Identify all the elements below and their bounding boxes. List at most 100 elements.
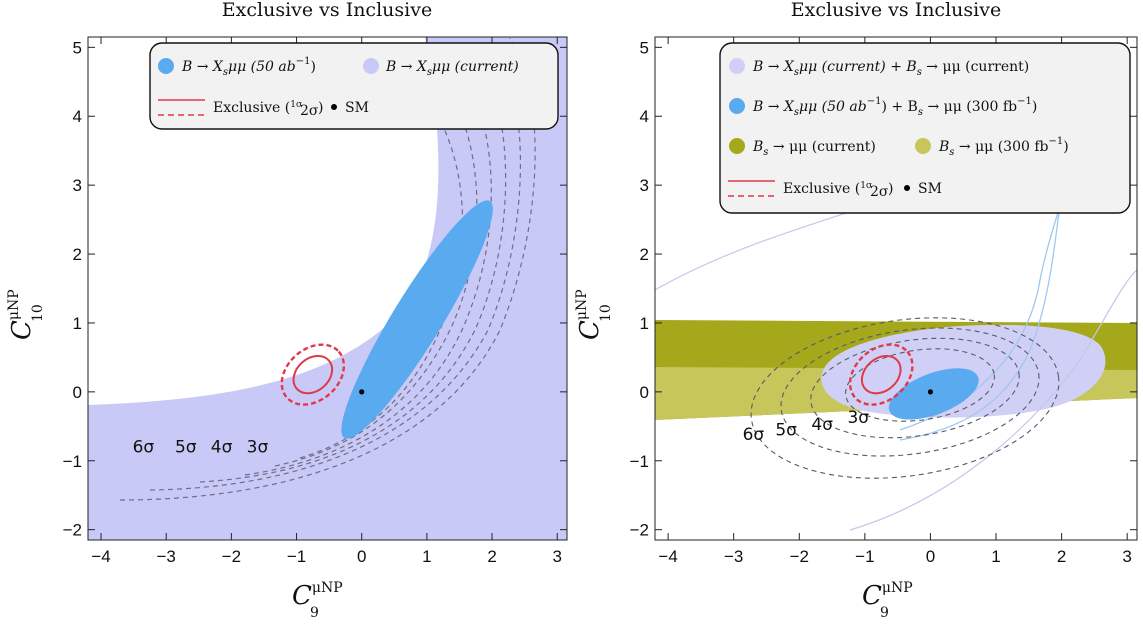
x-tick-label: −3 [724, 547, 743, 566]
legend-dot-bs-300 [915, 138, 931, 154]
svg-text:B → Xsμμ (current) + Bs → μμ (: B → Xsμμ (current) + Bs → μμ (current) [752, 59, 1029, 78]
ylabel-sup: μNP [6, 289, 22, 320]
legend-dot-comb-current [729, 58, 745, 74]
ylabel-sup-r: μNP [574, 289, 590, 320]
region-inclusive-50ab [341, 200, 493, 439]
xlabel-sup: μNP [312, 580, 343, 596]
r-leg-excl-1s: 1σ [860, 181, 872, 191]
left-legend: B → Xsμμ (50 ab−1) B → Xsμμ (current) Ex… [149, 42, 559, 130]
y-tick-label: 4 [640, 107, 649, 126]
sigma-label: 4σ [811, 415, 833, 435]
leg-excl-close: ) [318, 100, 323, 116]
y-tick-label: 2 [640, 245, 649, 264]
r-l4-sa: s [949, 147, 954, 158]
svg-text:CμNP: CμNP [6, 289, 37, 340]
left-title: Exclusive vs Inclusive [222, 0, 432, 21]
r-l3-b: → μμ (current) [768, 139, 875, 155]
x-tick-label: −2 [790, 547, 809, 566]
left-panel: Exclusive vs Inclusive 6σ 5σ 4σ 3σ − [6, 0, 568, 621]
y-tick-label: 4 [73, 107, 82, 126]
exclusive-2sigma [280, 343, 346, 406]
leg-l2-sub: s [427, 67, 432, 78]
r-l3-sa: s [763, 147, 768, 158]
x-tick-label: 0 [357, 547, 366, 566]
sm-point-right [927, 389, 934, 395]
svg-text:Exclusive (1σ: Exclusive (1σ [213, 100, 302, 116]
svg-text:Bs → μμ (300 fb−1): Bs → μμ (300 fb−1) [938, 136, 1069, 158]
left-sigma-labels: 6σ 5σ 4σ 3σ [133, 437, 269, 457]
legend-dot-comb-future [729, 98, 745, 114]
contour-5sigma [244, 79, 492, 476]
r-leg-excl-close: ) [888, 181, 893, 197]
exclusive-2sigma [848, 343, 914, 406]
leg-excl-1s: 1σ [290, 100, 302, 110]
right-sigma-labels: 6σ 5σ 4σ 3σ [743, 408, 870, 445]
ylabel-sub-r: 10 [598, 304, 614, 322]
contour-6sigma [199, 59, 507, 483]
x-tick-label: −4 [658, 547, 677, 566]
sm-point [359, 389, 365, 395]
r-l2-sb: s [918, 107, 923, 118]
left-plot-area [88, 37, 567, 540]
r-l1-sa: s [794, 67, 799, 78]
leg-excl: Exclusive ( [213, 100, 290, 116]
sigma-label: 3σ [247, 437, 269, 457]
svg-text:B → Xsμμ (50 ab−1) + Bs → μμ (: B → Xsμμ (50 ab−1) + Bs → μμ (300 fb−1) [752, 96, 1037, 118]
leg-sm: SM [345, 100, 369, 116]
r-l1-b: μμ (current) + B [799, 59, 917, 75]
x-tick-label: 0 [926, 547, 935, 566]
svg-text:B → Xsμμ (50 ab−1): B → Xsμμ (50 ab−1) [181, 56, 316, 78]
sigma-label: 4σ [211, 437, 233, 457]
ylabel-main-r: C [575, 320, 605, 340]
y-tick-label: 5 [640, 38, 649, 57]
r-l4-tail: ) [1063, 139, 1068, 155]
ylabel-main: C [7, 320, 37, 340]
xlabel-sup-r: μNP [882, 580, 913, 596]
y-tick-label: 0 [640, 383, 649, 402]
blue-region-shape [341, 200, 493, 439]
y-tick-label: −1 [630, 452, 649, 471]
r-leg-excl-2s: 2σ [870, 184, 889, 200]
r-l2-sa: s [794, 107, 799, 118]
y-tick-label: 1 [73, 314, 82, 333]
svg-text:Bs → μμ (current): Bs → μμ (current) [752, 139, 876, 158]
x-tick-label: −4 [91, 547, 110, 566]
xlabel-main: C [292, 581, 312, 611]
right-plot-area [655, 124, 1137, 531]
x-tick-label: 1 [422, 547, 431, 566]
contour-r4 [810, 337, 1020, 439]
sigma-label: 6σ [133, 437, 155, 457]
svg-text:B → Xsμμ (current): B → Xsμμ (current) [385, 59, 519, 78]
legend-dot-sm [331, 104, 337, 110]
contour-r6 [750, 317, 1060, 479]
svg-text:CμNP: CμNP [292, 580, 343, 611]
x-tick-label: 1 [991, 547, 1000, 566]
r-l3-a: B [752, 139, 763, 155]
legend-dot-50ab [158, 58, 174, 74]
left-ylabel: CμNP 10 [6, 289, 46, 340]
left-xlabel: CμNP 9 [292, 580, 343, 621]
right-title: Exclusive vs Inclusive [791, 0, 1001, 21]
y-tick-label: 0 [73, 383, 82, 402]
contour-r3 [845, 348, 995, 422]
r-l2-a: B → X [752, 99, 795, 115]
right-contours [750, 317, 1060, 479]
r-l2-b: μμ (50 ab [799, 99, 867, 115]
svg-text:CμNP: CμNP [574, 289, 605, 340]
leg-l1-main: B → X [181, 59, 224, 75]
x-tick-label: −1 [287, 547, 306, 566]
leg-l1-sup: −1 [296, 56, 311, 67]
right-legend: B → Xsμμ (current) + Bs → μμ (current) B… [719, 42, 1131, 214]
xlabel-sub-r: 9 [880, 605, 889, 621]
y-tick-label: 3 [640, 176, 649, 195]
y-tick-label: 2 [73, 245, 82, 264]
leg-l1-sub: s [223, 67, 228, 78]
x-tick-label: −1 [855, 547, 874, 566]
leg-l2-rest: μμ (current) [432, 59, 519, 75]
leg-l1-tail: ) [310, 59, 315, 75]
legend-dot-current [363, 58, 379, 74]
r-l1-a: B → X [752, 59, 795, 75]
r-l2-c: → μμ (300 fb [923, 99, 1017, 115]
svg-text:Exclusive (1σ: Exclusive (1σ [783, 181, 872, 197]
